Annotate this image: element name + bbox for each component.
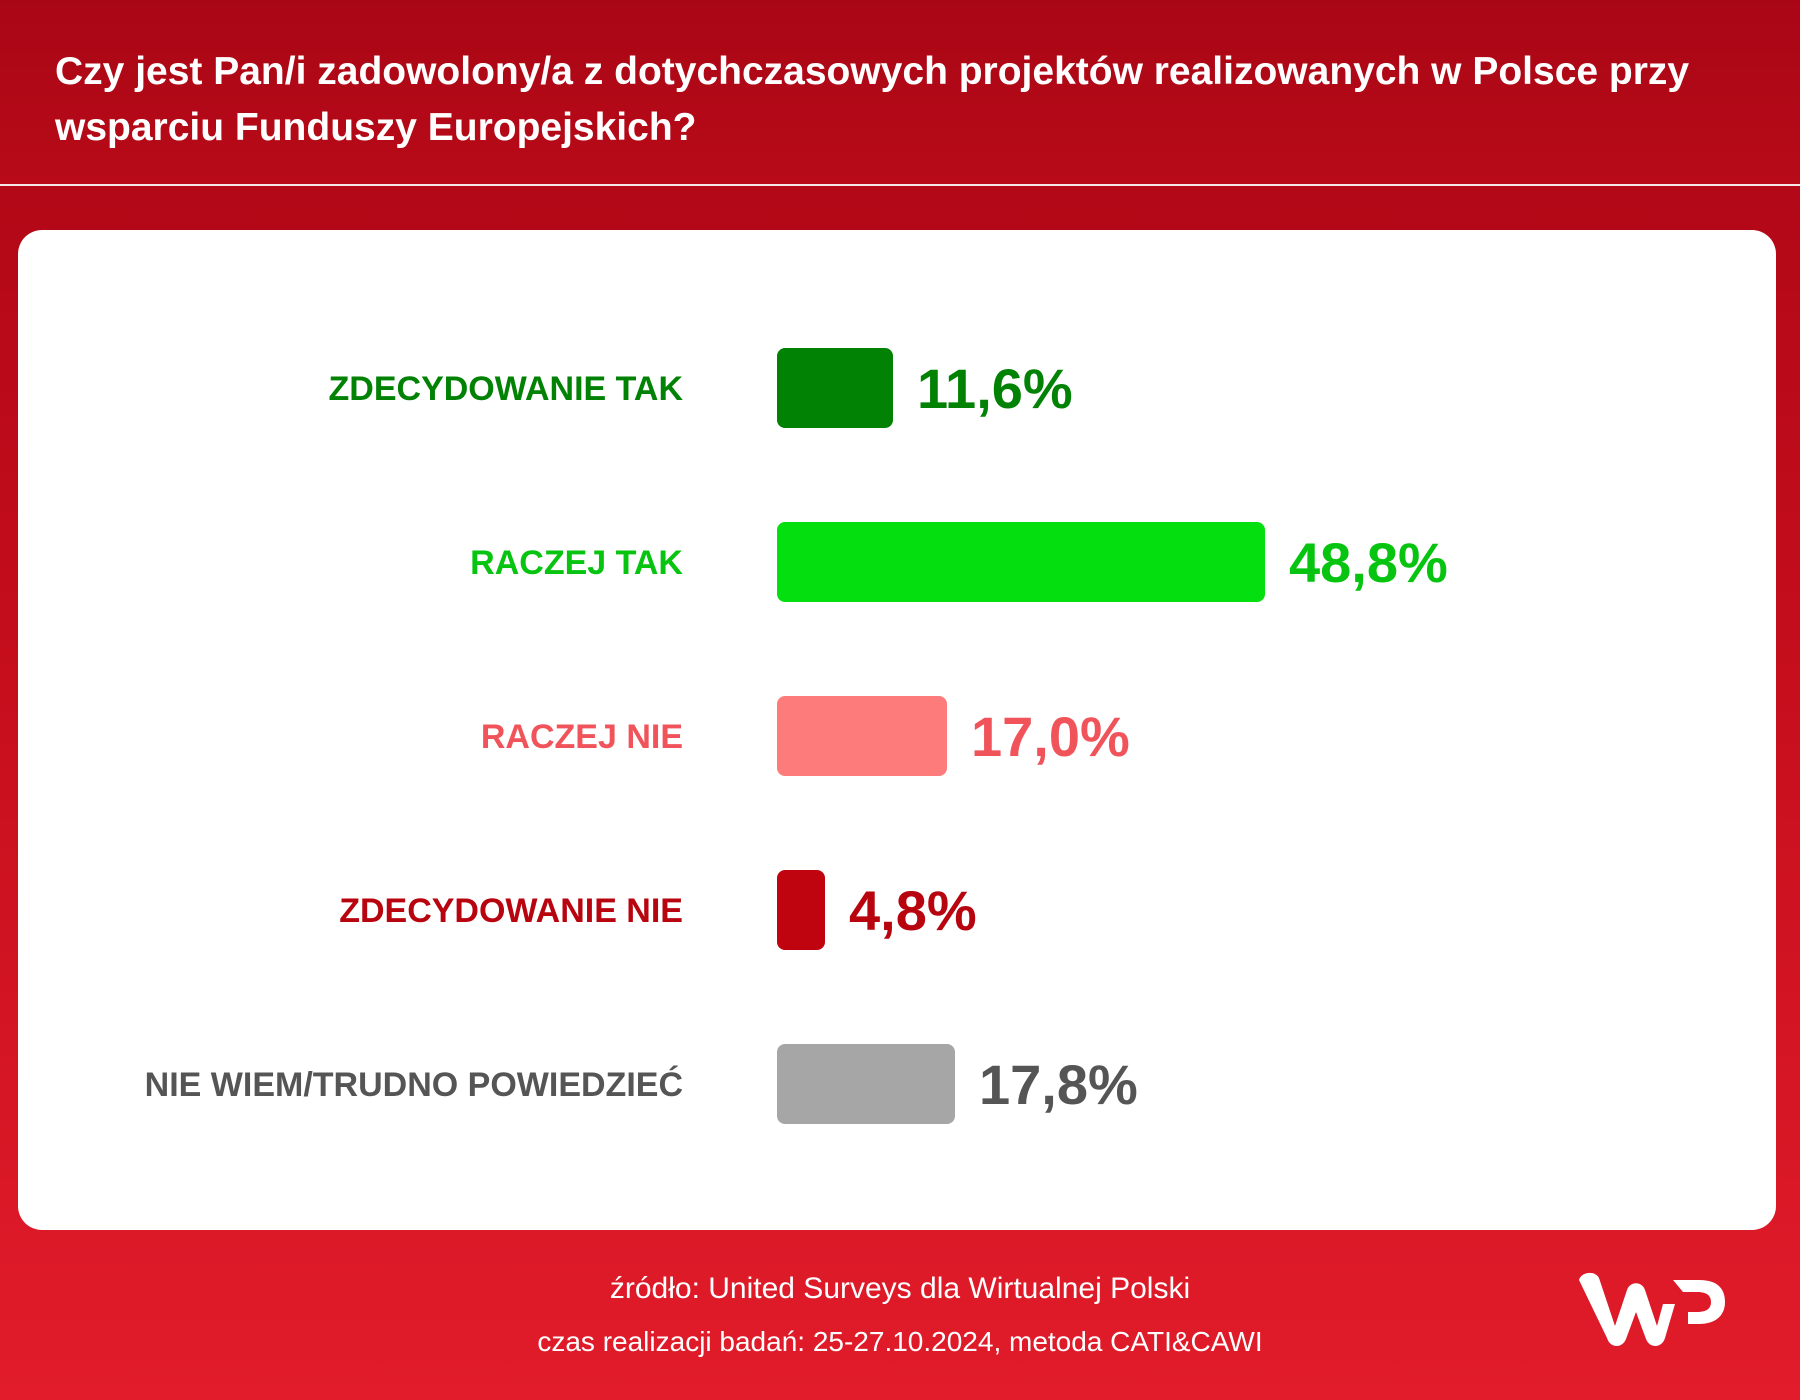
category-label: NIE WIEM/TRUDNO POWIEDZIEĆ <box>145 1066 683 1104</box>
bar <box>777 348 893 428</box>
footer-source: źródło: United Surveys dla Wirtualnej Po… <box>609 1272 1191 1305</box>
wp-logo <box>1579 1272 1725 1347</box>
bar-chart: ZDECYDOWANIE TAK 11,6% RACZEJ TAK 48,8% RACZ… <box>145 348 1448 1124</box>
value-label: 11,6% <box>917 357 1073 420</box>
footer-time: czas realizacji badań: 25-27.10.2024, me… <box>537 1326 1263 1357</box>
value-label: 48,8% <box>1289 531 1448 594</box>
header: Czy jest Pan/i zadowolony/a z dotychczas… <box>0 0 1800 186</box>
value-label: 4,8% <box>849 879 977 942</box>
category-label: ZDECYDOWANIE TAK <box>329 370 684 408</box>
value-label: 17,8% <box>979 1053 1138 1116</box>
category-label: RACZEJ TAK <box>470 544 683 582</box>
bar <box>777 1044 955 1124</box>
bar <box>777 522 1265 602</box>
category-label: ZDECYDOWANIE NIE <box>339 892 683 930</box>
category-label: RACZEJ NIE <box>481 718 683 756</box>
value-label: 17,0% <box>971 705 1130 768</box>
chart-panel: ZDECYDOWANIE TAK 11,6% RACZEJ TAK 48,8% RACZ… <box>18 230 1776 1230</box>
bar <box>777 870 825 950</box>
page-title: Czy jest Pan/i zadowolony/a z dotychczas… <box>55 50 1690 149</box>
bar <box>777 696 947 776</box>
